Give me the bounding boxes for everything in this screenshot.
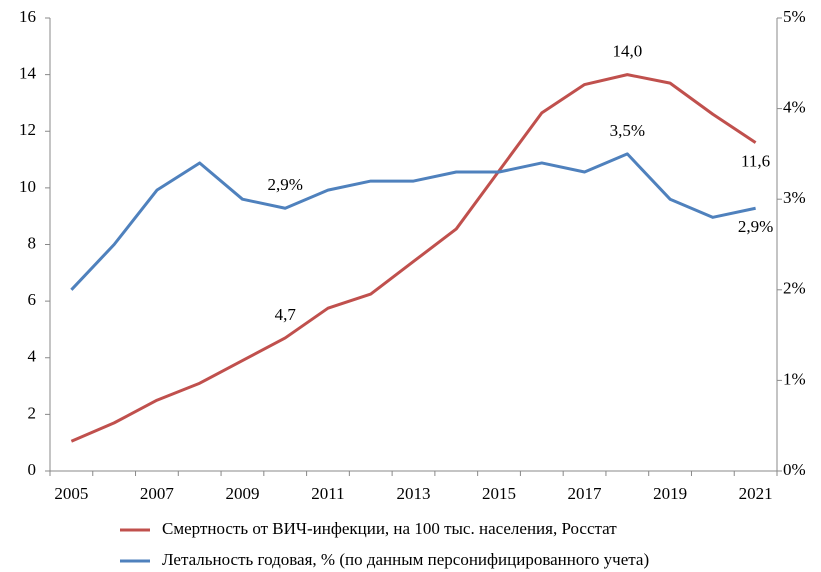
x-tick-label: 2005 bbox=[54, 484, 88, 503]
data-label: 14,0 bbox=[612, 42, 642, 61]
data-label: 4,7 bbox=[275, 305, 297, 324]
y2-tick-label: 4% bbox=[783, 98, 806, 117]
y-tick-label: 16 bbox=[19, 7, 36, 26]
y2-tick-label: 5% bbox=[783, 7, 806, 26]
legend-label: Летальность годовая, % (по данным персон… bbox=[162, 550, 649, 569]
y-tick-label: 0 bbox=[28, 460, 37, 479]
x-tick-label: 2019 bbox=[653, 484, 687, 503]
y-tick-label: 14 bbox=[19, 64, 37, 83]
y-tick-label: 2 bbox=[28, 403, 37, 422]
data-label: 3,5% bbox=[610, 121, 645, 140]
x-tick-label: 2007 bbox=[140, 484, 175, 503]
y2-tick-label: 1% bbox=[783, 369, 806, 388]
x-tick-label: 2015 bbox=[482, 484, 516, 503]
line-series bbox=[70, 73, 757, 443]
y2-tick-label: 3% bbox=[783, 188, 806, 207]
data-label: 2,9% bbox=[267, 175, 302, 194]
y2-tick-label: 0% bbox=[783, 460, 806, 479]
y-tick-label: 10 bbox=[19, 177, 36, 196]
y-tick-label: 12 bbox=[19, 120, 36, 139]
y-tick-label: 4 bbox=[28, 347, 37, 366]
x-tick-label: 2011 bbox=[311, 484, 344, 503]
x-tick-label: 2009 bbox=[225, 484, 259, 503]
x-tick-label: 2013 bbox=[397, 484, 431, 503]
data-label: 2,9% bbox=[738, 217, 773, 236]
data-label: 11,6 bbox=[741, 151, 770, 170]
line-series bbox=[70, 152, 756, 291]
x-tick-label: 2017 bbox=[568, 484, 603, 503]
y-tick-label: 8 bbox=[28, 233, 37, 252]
x-tick-label: 2021 bbox=[739, 484, 773, 503]
y2-tick-label: 2% bbox=[783, 279, 806, 298]
legend-label: Смертность от ВИЧ-инфекции, на 100 тыс. … bbox=[162, 519, 617, 538]
y-tick-label: 6 bbox=[28, 290, 37, 309]
